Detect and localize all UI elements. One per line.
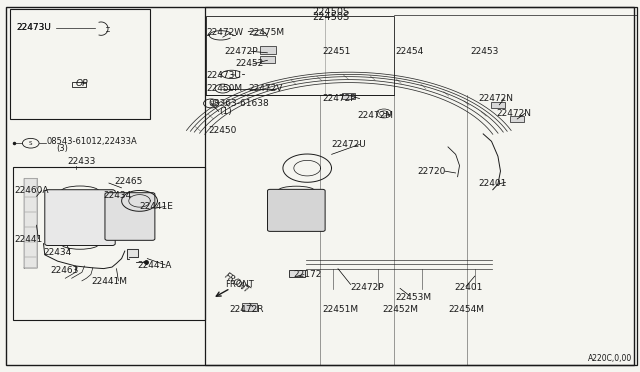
Text: 22441M: 22441M (91, 278, 127, 286)
Text: 22441E: 22441E (140, 202, 173, 211)
FancyBboxPatch shape (105, 193, 155, 240)
Text: 22472P: 22472P (351, 283, 385, 292)
Text: 22465: 22465 (114, 177, 142, 186)
Text: S: S (29, 141, 33, 146)
Bar (491, 102, 505, 108)
Bar (242, 303, 257, 311)
Text: (3): (3) (56, 144, 68, 153)
Text: S: S (210, 101, 212, 106)
Text: 22434: 22434 (44, 248, 72, 257)
Text: 22473U: 22473U (206, 71, 241, 80)
Bar (260, 56, 275, 63)
Text: 22453M: 22453M (396, 293, 431, 302)
Text: 22472N: 22472N (496, 109, 531, 118)
Bar (342, 93, 355, 99)
Text: 22720: 22720 (417, 167, 445, 176)
Text: S: S (221, 86, 224, 91)
Text: 22473U: 22473U (16, 23, 51, 32)
Text: 22472N: 22472N (479, 94, 514, 103)
Text: OP: OP (76, 79, 88, 88)
Text: 22441A: 22441A (138, 262, 172, 270)
Text: 22475M: 22475M (248, 28, 284, 37)
Text: A220C,0,00: A220C,0,00 (588, 355, 632, 363)
Text: 22451: 22451 (322, 47, 350, 56)
Text: 22472W: 22472W (206, 28, 243, 37)
Text: 22452M: 22452M (383, 305, 419, 314)
Text: FRONT: FRONT (223, 272, 252, 295)
Text: 22472M: 22472M (357, 111, 393, 120)
Text: 22472V: 22472V (248, 84, 283, 93)
Text: 22454M: 22454M (448, 305, 484, 314)
Text: 22451M: 22451M (322, 305, 358, 314)
Text: 08543-61012,22433A: 08543-61012,22433A (47, 137, 138, 146)
FancyBboxPatch shape (268, 189, 325, 231)
Bar (510, 116, 524, 122)
Text: 22434: 22434 (104, 191, 132, 200)
Bar (260, 46, 275, 54)
Text: 22172: 22172 (293, 270, 321, 279)
Text: (1): (1) (219, 107, 232, 116)
Text: 22472U: 22472U (332, 140, 366, 149)
Polygon shape (127, 249, 138, 259)
Text: 22441: 22441 (14, 235, 42, 244)
Text: 08363-61638: 08363-61638 (208, 99, 269, 108)
Text: 22463: 22463 (50, 266, 78, 275)
Text: 22450: 22450 (208, 126, 236, 135)
Text: 22454: 22454 (396, 47, 424, 56)
Bar (205, 7, 637, 365)
Text: 22472R: 22472R (229, 305, 264, 314)
Text: 22453: 22453 (470, 47, 499, 56)
Text: 22450S: 22450S (312, 12, 349, 22)
Text: 22401: 22401 (454, 283, 483, 292)
Bar (289, 270, 305, 277)
Text: 22452: 22452 (236, 60, 264, 68)
Bar (13, 167, 205, 320)
Text: 22472P: 22472P (322, 94, 356, 103)
Text: 22473U: 22473U (16, 23, 51, 32)
Text: 22433: 22433 (67, 157, 95, 166)
FancyBboxPatch shape (45, 190, 115, 246)
Bar (10, 9, 150, 119)
Polygon shape (24, 179, 37, 268)
Text: FRONT: FRONT (225, 280, 254, 289)
Text: 22450S: 22450S (312, 7, 349, 17)
Text: 22450M: 22450M (206, 84, 242, 93)
Text: 22472P: 22472P (224, 47, 258, 56)
Text: 22460A: 22460A (14, 186, 49, 195)
Bar (72, 82, 86, 87)
Text: 22401: 22401 (479, 179, 507, 187)
Bar (206, 16, 394, 95)
